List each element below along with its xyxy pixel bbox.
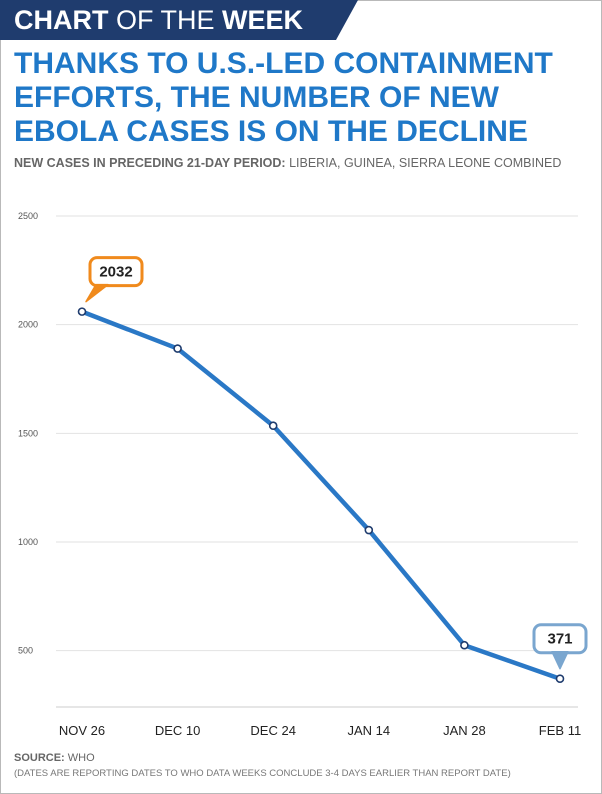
- banner-word-of-the: OF THE: [108, 5, 223, 35]
- x-tick-label-5: FEB 11: [539, 723, 581, 738]
- data-point-4: [460, 640, 469, 650]
- line-chart: 500 1000 1500 2000 2500 NOV 26 DEC 10 DEC 24 JAN…: [18, 211, 588, 738]
- data-point-5: [555, 674, 565, 684]
- source-value: WHO: [64, 752, 95, 764]
- x-tick-label-4: JAN 28: [443, 723, 486, 738]
- y-tick-label-500: 500: [18, 646, 33, 656]
- source-line: SOURCE: WHO: [14, 752, 95, 764]
- callout-label-0: 2032: [99, 264, 132, 281]
- data-point-3: [364, 525, 374, 535]
- y-tick-label-1500: 1500: [18, 428, 38, 438]
- banner-title: CHART OF THE WEEK: [14, 4, 303, 36]
- callout-pointer-1: [551, 650, 569, 670]
- subtitle-value: LIBERIA, GUINEA, SIERRA LEONE COMBINED: [285, 156, 562, 170]
- banner-word-chart: CHART: [14, 5, 109, 35]
- x-tick-label-0: NOV 26: [59, 723, 105, 738]
- callout-label-1: 371: [547, 631, 572, 648]
- series-line: [79, 309, 563, 681]
- y-tick-label-2500: 2500: [18, 211, 38, 221]
- x-tick-label-1: DEC 10: [155, 723, 201, 738]
- y-tick-label-2000: 2000: [18, 320, 38, 330]
- banner: [0, 0, 336, 40]
- x-tick-label-3: JAN 14: [347, 723, 390, 738]
- data-point-0: [77, 307, 87, 316]
- callout-box-0: [88, 256, 144, 288]
- callout-pointer-0: [85, 283, 109, 303]
- data-point-2: [268, 421, 278, 431]
- subtitle-label: NEW CASES IN PRECEDING 21-DAY PERIOD:: [14, 156, 286, 170]
- source-label: SOURCE:: [14, 752, 65, 764]
- y-tick-label-1000: 1000: [18, 537, 38, 547]
- banner-word-week: WEEK: [222, 5, 304, 35]
- source-note: (DATES ARE REPORTING DATES TO WHO DATA W…: [14, 768, 511, 779]
- banner-notch: [336, 0, 358, 40]
- chart-subtitle: NEW CASES IN PRECEDING 21-DAY PERIOD: LI…: [14, 156, 594, 170]
- chart-headline: THANKS TO U.S.-LED CONTAINMENT EFFORTS, …: [14, 47, 553, 148]
- x-tick-label-2: DEC 24: [250, 723, 296, 738]
- data-point-1: [173, 344, 182, 353]
